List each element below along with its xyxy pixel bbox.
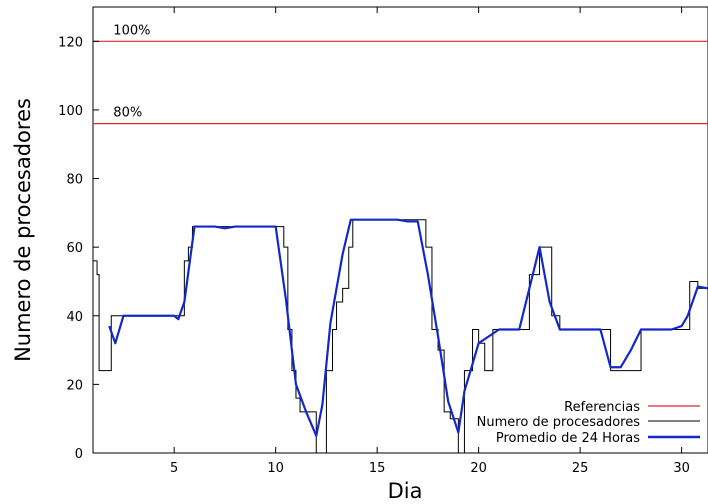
plot-frame	[92, 6, 708, 454]
y-tick-label: 40	[66, 310, 83, 325]
reference-labels: 100% 80%	[113, 23, 150, 120]
x-axis-title: Dia	[388, 479, 423, 503]
legend-label-promedio-24-horas: Promedio de 24 Horas	[496, 431, 640, 446]
y-tick-label: 80	[66, 173, 83, 188]
y-tick-label: 100	[58, 104, 83, 119]
y-axis-ticks: 0 20 40 60 80 100 120	[58, 35, 99, 462]
x-tick-label: 25	[572, 461, 589, 476]
x-tick-label: 10	[267, 461, 284, 476]
x-tick-label: 30	[673, 461, 690, 476]
x-axis-ticks: 5 10 15 20 25 30	[170, 7, 690, 476]
x-tick-label: 15	[369, 461, 386, 476]
legend-label-referencias: Referencias	[564, 400, 640, 415]
legend-label-numero-de-procesadores: Numero de procesadores	[477, 415, 641, 430]
y-tick-label: 60	[66, 241, 83, 256]
series-promedio-24-horas	[108, 218, 708, 437]
y-tick-label: 120	[58, 35, 83, 50]
y-tick-label: 20	[66, 378, 83, 393]
x-tick-label: 5	[170, 461, 178, 476]
reference-label-80: 80%	[113, 106, 142, 121]
legend: Referencias Numero de procesadores Prome…	[477, 400, 700, 446]
y-axis-title: Numero de procesadores	[11, 98, 35, 362]
average-line	[108, 218, 708, 437]
reference-lines	[93, 40, 708, 125]
x-tick-label: 20	[470, 461, 487, 476]
y-tick-label: 0	[75, 447, 83, 462]
reference-label-100: 100%	[113, 23, 150, 38]
